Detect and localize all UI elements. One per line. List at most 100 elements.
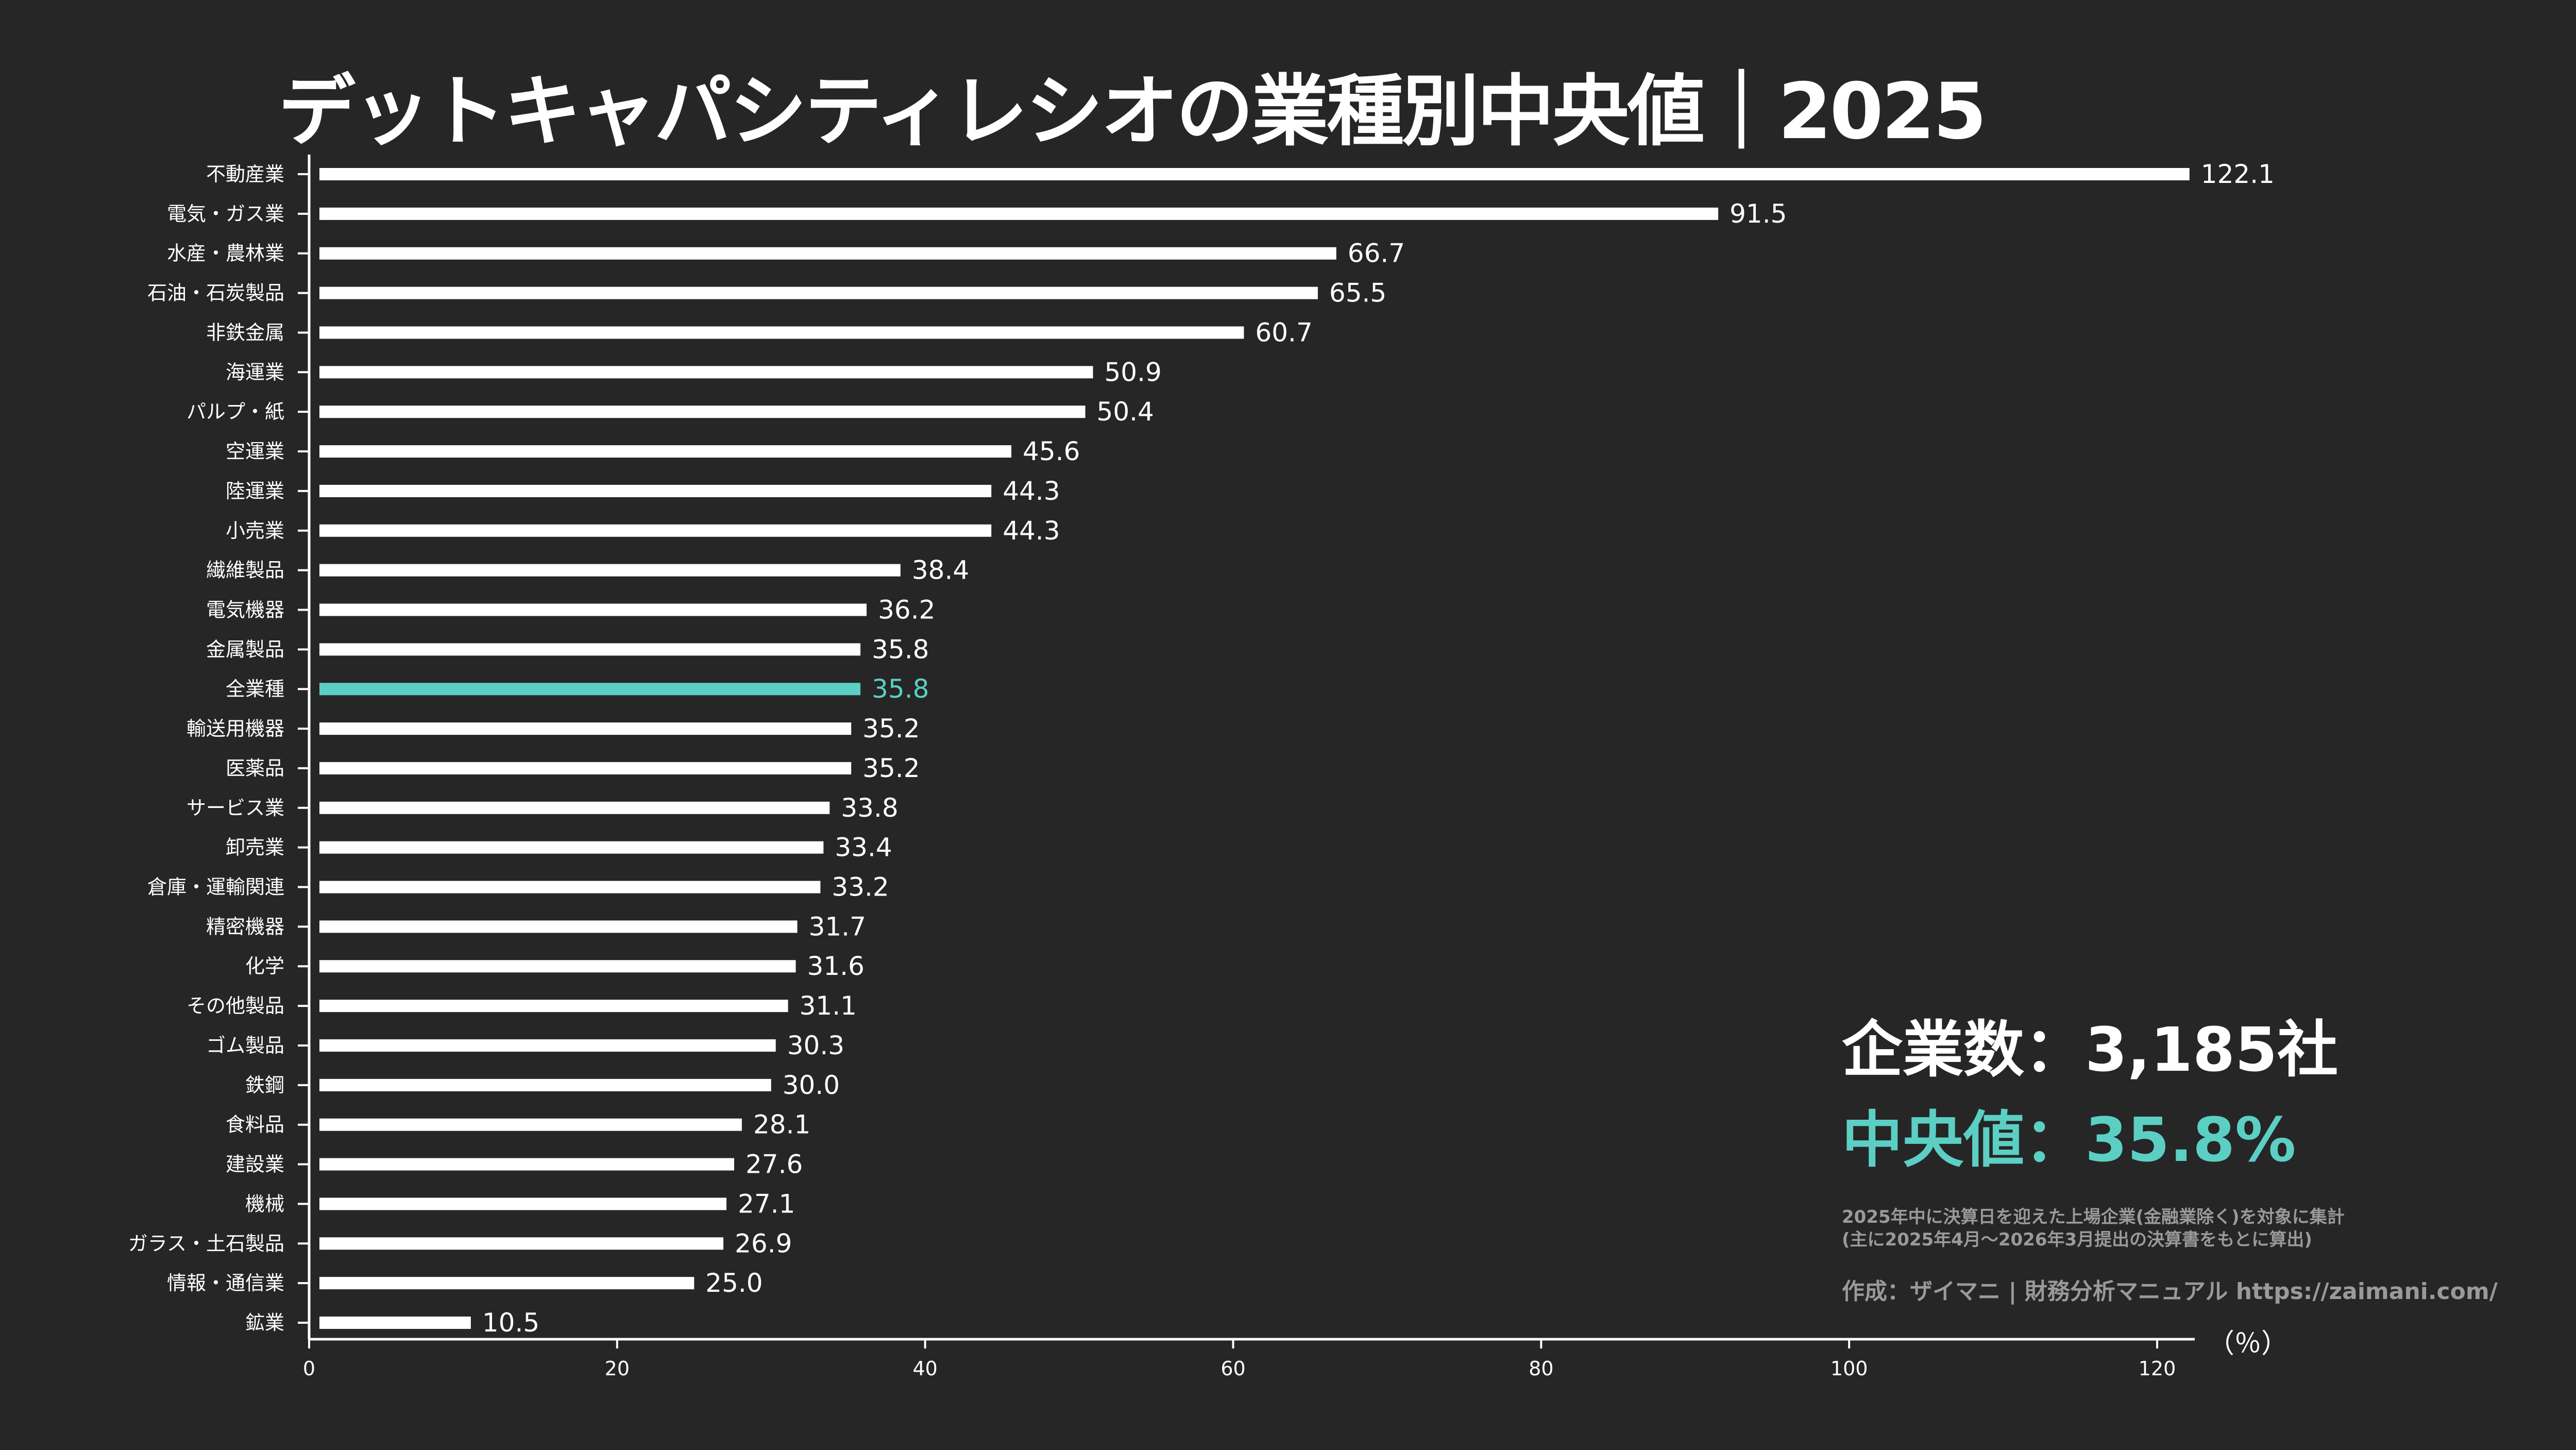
value-label: 36.2 bbox=[878, 595, 935, 625]
bar-industry bbox=[319, 445, 1012, 458]
bar-industry bbox=[319, 762, 852, 774]
value-label: 44.3 bbox=[1003, 516, 1060, 546]
category-label: 食料品 bbox=[226, 1114, 284, 1136]
bar-industry bbox=[319, 1277, 694, 1290]
bar-industry bbox=[319, 643, 861, 656]
x-tick-label: 120 bbox=[2139, 1357, 2176, 1380]
bar-industry bbox=[319, 366, 1093, 379]
category-label: 全業種 bbox=[226, 678, 284, 700]
value-label: 30.0 bbox=[783, 1070, 840, 1100]
category-label: 小売業 bbox=[226, 519, 284, 542]
value-label: 26.9 bbox=[735, 1228, 792, 1258]
value-label: 31.7 bbox=[809, 912, 866, 941]
category-label: 倉庫・運輸関連 bbox=[147, 876, 284, 899]
bar-industry bbox=[319, 247, 1336, 260]
note-line-1: 2025年中に決算日を迎えた上場企業(金融業除く)を対象に集計 bbox=[1842, 1207, 2345, 1227]
category-label: 建設業 bbox=[226, 1153, 284, 1176]
value-label: 66.7 bbox=[1348, 239, 1405, 268]
bar-industry bbox=[319, 722, 852, 735]
category-label: 海運業 bbox=[226, 361, 284, 383]
category-label: パルプ・紙 bbox=[187, 400, 284, 423]
category-label: 輸送用機器 bbox=[187, 717, 284, 740]
value-label: 31.1 bbox=[800, 991, 857, 1021]
bar-industry bbox=[319, 1198, 727, 1210]
category-label: 石油・石炭製品 bbox=[147, 282, 284, 305]
value-label: 10.5 bbox=[482, 1308, 539, 1338]
chart-title: デットキャパシティレシオの業種別中央値｜2025 bbox=[278, 67, 1987, 157]
value-label: 35.8 bbox=[872, 634, 929, 664]
bar-highlight bbox=[319, 683, 861, 696]
category-label: 電気機器 bbox=[206, 598, 284, 621]
value-label: 28.1 bbox=[753, 1110, 810, 1140]
bar-industry bbox=[319, 841, 824, 854]
bar-industry bbox=[319, 1078, 771, 1091]
bar-industry bbox=[319, 881, 821, 893]
bar-industry bbox=[319, 1158, 735, 1171]
category-label: 卸売業 bbox=[226, 836, 284, 859]
note-line-2: (主に2025年4月～2026年3月提出の決算書をもとに算出) bbox=[1842, 1229, 2312, 1250]
bar-industry bbox=[319, 1039, 776, 1052]
bar-industry bbox=[319, 207, 1719, 220]
category-label: サービス業 bbox=[187, 797, 284, 819]
category-label: 情報・通信業 bbox=[167, 1272, 284, 1294]
category-label: 空運業 bbox=[226, 440, 284, 463]
bar-industry bbox=[319, 1118, 742, 1131]
value-label: 44.3 bbox=[1003, 476, 1060, 506]
value-label: 65.5 bbox=[1329, 278, 1386, 308]
bar-industry bbox=[319, 1000, 788, 1013]
value-label: 35.2 bbox=[862, 714, 920, 744]
bar-industry bbox=[319, 1237, 724, 1250]
bar-industry bbox=[319, 524, 992, 537]
bar-industry bbox=[319, 564, 901, 577]
value-label: 27.6 bbox=[745, 1150, 803, 1179]
value-label: 25.0 bbox=[705, 1268, 762, 1298]
bar-industry bbox=[319, 286, 1318, 299]
category-label: 非鉄金属 bbox=[206, 321, 284, 344]
category-label: 医薬品 bbox=[226, 757, 284, 780]
category-label: 不動産業 bbox=[206, 163, 284, 186]
value-label: 31.6 bbox=[807, 951, 865, 981]
category-label: ゴム製品 bbox=[206, 1034, 284, 1057]
value-label: 50.4 bbox=[1097, 397, 1154, 427]
bar-industry bbox=[319, 920, 798, 933]
value-label: 38.4 bbox=[912, 555, 969, 585]
x-tick-label: 20 bbox=[605, 1357, 630, 1380]
bar-industry bbox=[319, 1317, 471, 1329]
x-axis-unit-label: （％） bbox=[2208, 1328, 2289, 1359]
value-label: 30.3 bbox=[787, 1031, 844, 1060]
value-label: 45.6 bbox=[1023, 436, 1080, 466]
value-label: 33.8 bbox=[841, 793, 898, 823]
category-label: 精密機器 bbox=[206, 915, 284, 938]
value-label: 27.1 bbox=[738, 1189, 795, 1219]
value-label: 35.8 bbox=[872, 674, 929, 704]
category-label: 機械 bbox=[245, 1192, 284, 1215]
x-tick-label: 0 bbox=[303, 1357, 315, 1380]
value-label: 91.5 bbox=[1730, 199, 1787, 229]
value-label: 33.4 bbox=[835, 833, 892, 863]
x-tick-label: 40 bbox=[912, 1357, 937, 1380]
category-label: ガラス・土石製品 bbox=[128, 1232, 284, 1255]
x-tick-label: 60 bbox=[1221, 1357, 1245, 1380]
category-label: 鉱業 bbox=[245, 1311, 284, 1334]
value-label: 35.2 bbox=[862, 753, 920, 783]
category-label: 鉄鋼 bbox=[245, 1074, 284, 1097]
bar-industry bbox=[319, 406, 1086, 418]
bar-industry bbox=[319, 484, 992, 497]
bar-industry bbox=[319, 168, 2190, 180]
value-label: 33.2 bbox=[832, 872, 889, 902]
bar-industry bbox=[319, 603, 867, 616]
bar-industry bbox=[319, 960, 796, 973]
category-label: 電気・ガス業 bbox=[167, 203, 284, 225]
category-label: その他製品 bbox=[187, 994, 284, 1017]
category-label: 金属製品 bbox=[206, 638, 284, 661]
value-label: 60.7 bbox=[1255, 317, 1312, 347]
median-value: 中央値：35.8% bbox=[1842, 1104, 2296, 1175]
value-label: 50.9 bbox=[1104, 357, 1161, 387]
x-tick-label: 80 bbox=[1529, 1357, 1553, 1380]
category-label: 水産・農林業 bbox=[167, 242, 284, 265]
value-label: 122.1 bbox=[2201, 159, 2275, 189]
x-tick-label: 100 bbox=[1831, 1357, 1868, 1380]
category-label: 化学 bbox=[245, 955, 284, 977]
category-label: 陸運業 bbox=[226, 480, 284, 502]
